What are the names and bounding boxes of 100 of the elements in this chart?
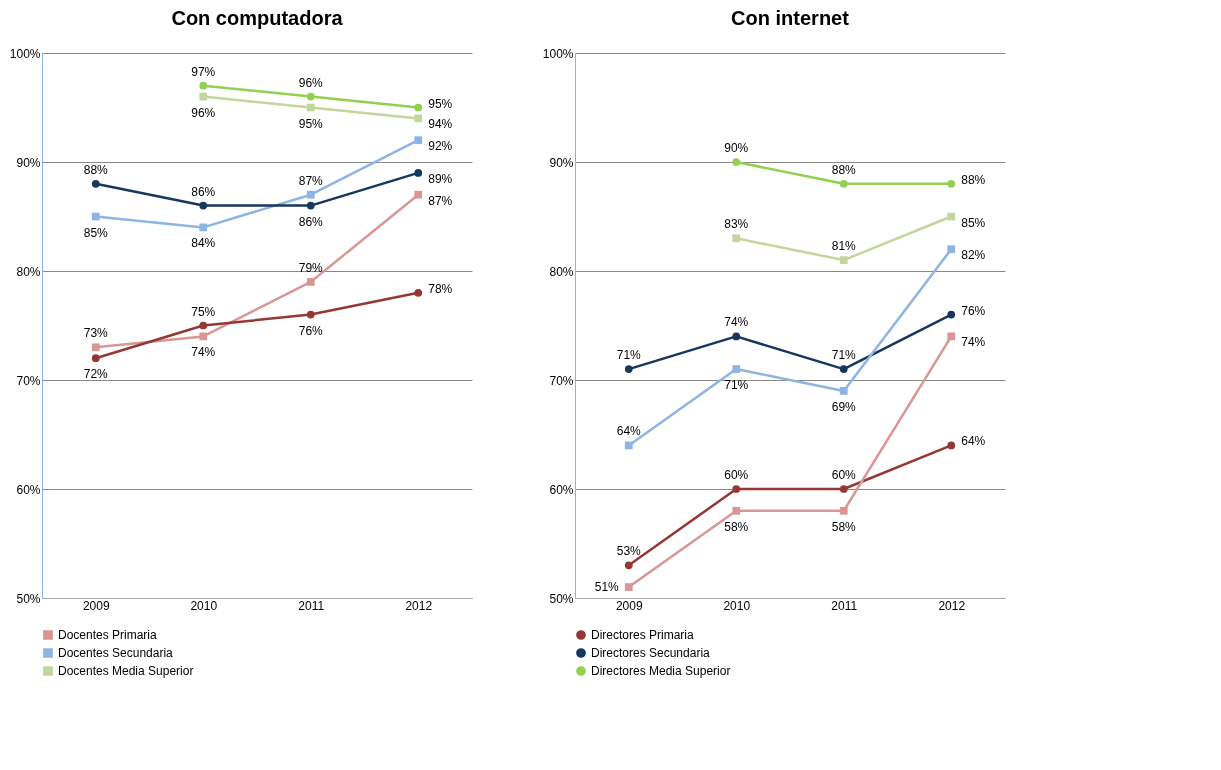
x-tick-label: 2010 (190, 598, 218, 613)
point (306, 201, 315, 210)
y-tick-label: 70% (16, 373, 41, 388)
data-label: 75% (191, 304, 216, 319)
data-label: 58% (724, 519, 749, 534)
legend-label: Docentes Media Superior (58, 664, 194, 678)
data-label: 79% (298, 260, 324, 275)
y-tick-label: 60% (549, 482, 574, 497)
point (306, 190, 315, 199)
data-label: 71% (616, 348, 642, 363)
data-label: 81% (831, 239, 857, 254)
y-tick-label: 50% (549, 591, 574, 606)
point (91, 343, 100, 352)
point (947, 245, 956, 254)
point (414, 103, 423, 112)
point (732, 365, 741, 373)
y-tick-label: 50% (16, 591, 41, 606)
point (732, 158, 741, 166)
data-label: 88% (961, 172, 986, 187)
x-tick-label: 2011 (831, 598, 858, 613)
y-tick-label: 70% (549, 373, 574, 388)
x-tick-label: 2011 (298, 598, 325, 613)
point (839, 365, 848, 373)
point (199, 223, 208, 232)
data-label: 96% (298, 75, 324, 90)
point (839, 485, 848, 493)
point (199, 201, 208, 210)
point (306, 103, 315, 112)
data-label: 60% (724, 468, 749, 482)
point (839, 179, 848, 188)
data-label: 92% (428, 139, 453, 154)
data-label: 51% (594, 580, 620, 595)
data-label: 53% (616, 544, 642, 559)
data-label: 64% (961, 434, 986, 449)
data-label: 97% (191, 64, 216, 79)
legend-label: Directores Media Superior (591, 664, 731, 678)
legend-label: Docentes Primaria (58, 628, 158, 642)
x-tick-label: 2012 (938, 598, 966, 613)
y-tick-label: 60% (16, 482, 41, 497)
data-label: 87% (428, 193, 453, 208)
point (414, 136, 423, 145)
data-label: 76% (961, 303, 986, 318)
data-label: 96% (191, 105, 216, 120)
data-label: 89% (428, 171, 453, 186)
legend-label: Docentes Secundaria (58, 646, 174, 660)
point (199, 81, 208, 90)
point (199, 321, 208, 330)
y-tick-label: 100% (542, 46, 574, 61)
point (839, 506, 848, 515)
point (947, 212, 956, 221)
point (414, 169, 423, 177)
point (947, 310, 956, 319)
data-label: 87% (298, 173, 324, 188)
point (624, 365, 633, 373)
point (624, 583, 633, 591)
point (624, 441, 633, 450)
data-label: 76% (298, 323, 324, 338)
point (91, 354, 100, 363)
point (414, 114, 423, 123)
data-label: 83% (724, 217, 749, 232)
point (91, 212, 100, 221)
data-label: 60% (831, 468, 857, 482)
x-tick-label: 2009 (615, 598, 643, 613)
y-tick-label: 100% (9, 46, 41, 61)
legend-label: Directores Secundaria (591, 646, 711, 660)
legend-label: Directores Primaria (591, 628, 695, 642)
data-label: 85% (961, 215, 986, 230)
data-label: 86% (191, 184, 216, 199)
data-label: 95% (298, 116, 324, 131)
point (414, 190, 423, 199)
data-label: 85% (83, 225, 109, 240)
data-label: 82% (961, 248, 986, 263)
data-label: 95% (428, 96, 453, 111)
x-tick-label: 2009 (82, 598, 110, 613)
data-label: 94% (428, 117, 453, 132)
data-label: 86% (298, 214, 324, 229)
point (839, 387, 848, 395)
y-tick-label: 90% (549, 155, 574, 170)
point (199, 332, 208, 341)
point (947, 179, 956, 188)
data-label: 71% (831, 348, 857, 363)
point (624, 561, 633, 570)
point (306, 92, 315, 101)
chart-title: Con computadora (171, 7, 344, 29)
data-label: 74% (724, 315, 749, 330)
data-label: 78% (428, 281, 453, 296)
x-tick-label: 2012 (405, 598, 433, 613)
chart-title: Con internet (731, 7, 850, 29)
data-label: 58% (831, 519, 857, 534)
data-label: 90% (724, 141, 749, 155)
data-label: 64% (616, 424, 642, 439)
point (839, 256, 848, 264)
point (91, 179, 100, 188)
point (947, 332, 956, 341)
data-label: 73% (83, 326, 109, 341)
point (306, 278, 315, 286)
data-label: 74% (191, 345, 216, 360)
point (732, 506, 741, 515)
data-label: 71% (724, 378, 749, 393)
data-label: 88% (831, 162, 857, 177)
